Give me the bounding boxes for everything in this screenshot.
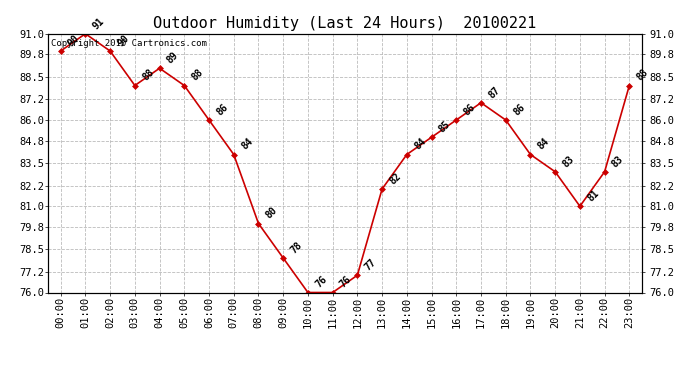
Title: Outdoor Humidity (Last 24 Hours)  20100221: Outdoor Humidity (Last 24 Hours) 2010022… [153, 16, 537, 31]
Text: 84: 84 [536, 136, 551, 152]
Text: 87: 87 [486, 85, 502, 100]
Text: 82: 82 [388, 171, 403, 186]
Text: 89: 89 [165, 50, 181, 66]
Text: 80: 80 [264, 206, 279, 221]
Text: 90: 90 [116, 33, 131, 48]
Text: 88: 88 [635, 68, 650, 83]
Text: 88: 88 [190, 68, 205, 83]
Text: Copyright 2010 Cartronics.com: Copyright 2010 Cartronics.com [51, 39, 207, 48]
Text: 86: 86 [215, 102, 230, 117]
Text: 77: 77 [363, 257, 378, 273]
Text: 86: 86 [511, 102, 526, 117]
Text: 83: 83 [561, 154, 576, 169]
Text: 91: 91 [91, 16, 106, 31]
Text: 90: 90 [66, 33, 81, 48]
Text: 81: 81 [585, 188, 601, 204]
Text: 84: 84 [239, 136, 255, 152]
Text: 85: 85 [437, 119, 453, 135]
Text: 76: 76 [338, 274, 353, 290]
Text: 76: 76 [313, 274, 329, 290]
Text: 86: 86 [462, 102, 477, 117]
Text: 78: 78 [288, 240, 304, 255]
Text: 88: 88 [140, 68, 156, 83]
Text: 84: 84 [413, 136, 428, 152]
Text: 83: 83 [610, 154, 626, 169]
